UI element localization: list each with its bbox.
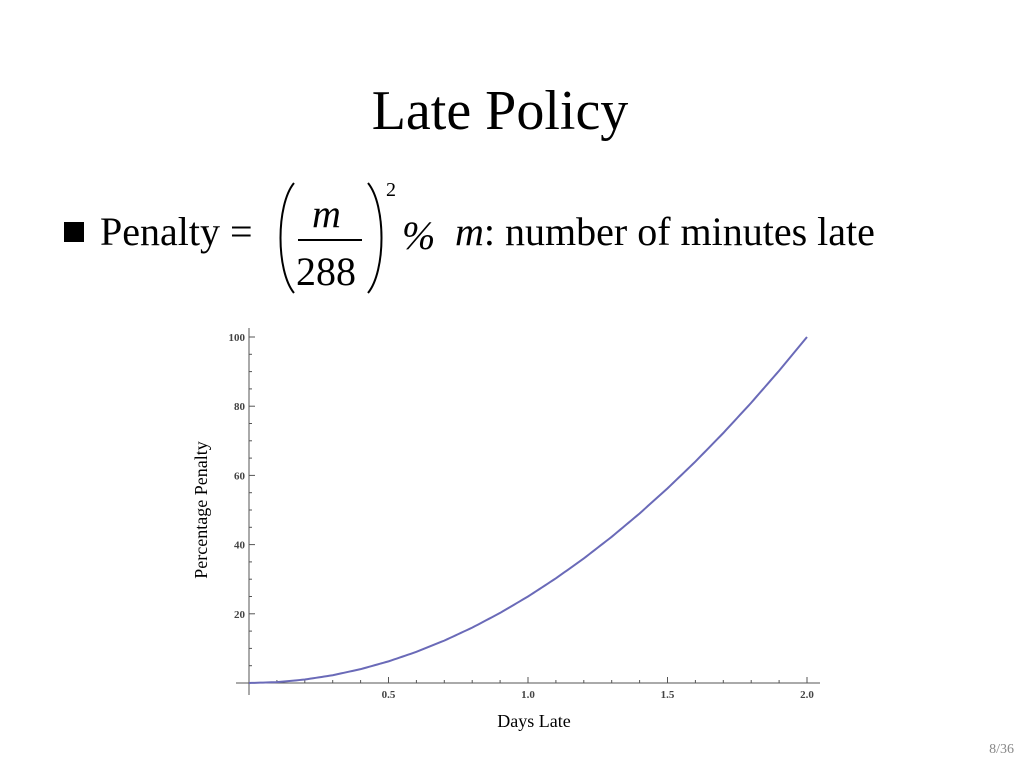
right-paren-icon <box>367 182 383 294</box>
formula-denominator: 288 <box>296 249 356 294</box>
left-paren-icon <box>279 182 295 294</box>
y-tick-label: 100 <box>229 332 246 344</box>
formula-description: m: number of minutes late <box>455 208 875 256</box>
x-tick-label: 0.5 <box>382 689 396 701</box>
y-tick-label: 80 <box>234 401 246 413</box>
chart-axes <box>236 328 820 695</box>
page-number: 8/36 <box>989 742 1014 757</box>
formula-percent: % <box>402 213 436 258</box>
formula-variable: m <box>455 209 484 254</box>
x-tick-label: 2.0 <box>800 689 814 701</box>
y-tick-label: 60 <box>234 470 246 482</box>
x-axis-label: Days Late <box>497 711 570 731</box>
y-tick-label: 20 <box>234 609 246 621</box>
formula-description-text: : number of minutes late <box>483 209 875 254</box>
formula-numerator: m <box>312 191 341 236</box>
y-axis-label: Percentage Penalty <box>191 441 211 578</box>
slide-title: Late Policy <box>371 80 629 142</box>
fraction-bar <box>298 239 362 241</box>
x-tick-label: 1.5 <box>661 689 675 701</box>
penalty-curve <box>248 336 808 684</box>
bullet-square-icon <box>64 222 84 242</box>
x-tick-label: 1.0 <box>521 689 535 701</box>
y-tick-label: 40 <box>234 540 246 552</box>
chart-ticks: 0.5 1.0 1.5 2.0 20 40 60 80 100 <box>229 332 815 701</box>
formula-exponent: 2 <box>386 179 396 201</box>
penalty-bullet: Penalty = m 288 2 % m: number of minutes… <box>0 0 1024 300</box>
formula-lead: Penalty = <box>100 209 253 254</box>
